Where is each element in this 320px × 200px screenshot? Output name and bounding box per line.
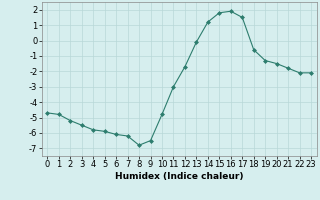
X-axis label: Humidex (Indice chaleur): Humidex (Indice chaleur): [115, 172, 244, 181]
